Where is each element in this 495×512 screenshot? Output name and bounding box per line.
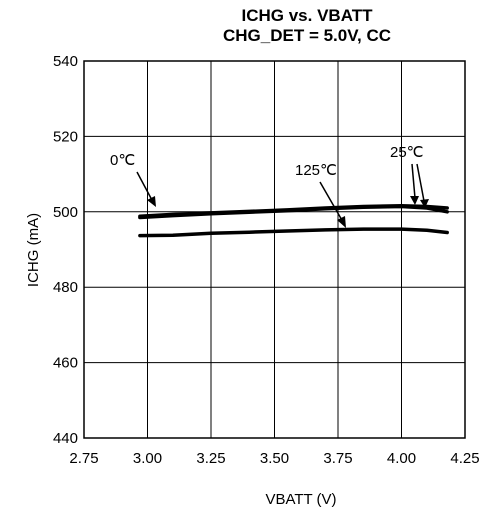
x-tick-label: 4.00: [387, 450, 416, 467]
annotation-0c-arrow: [136, 171, 154, 203]
annotation-25c-arrow-1: [411, 163, 416, 199]
annotation-125c-arrow: [319, 181, 344, 223]
series-lines: [138, 204, 449, 238]
y-axis-label: ICHG (mA): [25, 213, 42, 287]
annotation-125c: 125℃: [295, 162, 337, 179]
x-tick-label: 3.50: [260, 450, 289, 467]
y-tick-label: 500: [53, 204, 78, 221]
y-tick-label: 460: [53, 355, 78, 372]
annotation-25c-arrowhead-2: [420, 199, 429, 208]
grid: [84, 61, 465, 438]
annotation-25c-arrow-2: [416, 163, 425, 202]
y-tick-label: 440: [53, 430, 78, 447]
x-tick-labels: 2.75 3.00 3.25 3.50 3.75 4.00 4.25: [69, 450, 479, 467]
annotation-25c: 25℃: [390, 144, 424, 161]
x-tick-label: 3.25: [196, 450, 225, 467]
x-axis-label: VBATT (V): [265, 491, 336, 508]
chart-subtitle: CHG_DET = 5.0V, CC: [223, 26, 391, 45]
annotations: 0℃ 125℃ 25℃: [110, 144, 429, 228]
annotation-0c: 0℃: [110, 152, 135, 169]
x-tick-label: 4.25: [450, 450, 479, 467]
y-tick-label: 520: [53, 128, 78, 145]
x-tick-label: 3.75: [323, 450, 352, 467]
annotation-125c-arrowhead: [337, 216, 346, 228]
y-tick-labels: 440 460 480 500 520 540: [53, 53, 78, 447]
x-tick-label: 2.75: [69, 450, 98, 467]
series-line-125c: [138, 227, 449, 238]
plot-frame: [83, 60, 466, 439]
chart-title: ICHG vs. VBATT: [242, 6, 374, 25]
annotation-25c-arrowhead-1: [410, 196, 419, 205]
annotation-0c-arrowhead: [147, 196, 156, 207]
x-tick-label: 3.00: [133, 450, 162, 467]
y-tick-label: 540: [53, 53, 78, 70]
series-line-25c: [138, 204, 449, 220]
y-tick-label: 480: [53, 279, 78, 296]
